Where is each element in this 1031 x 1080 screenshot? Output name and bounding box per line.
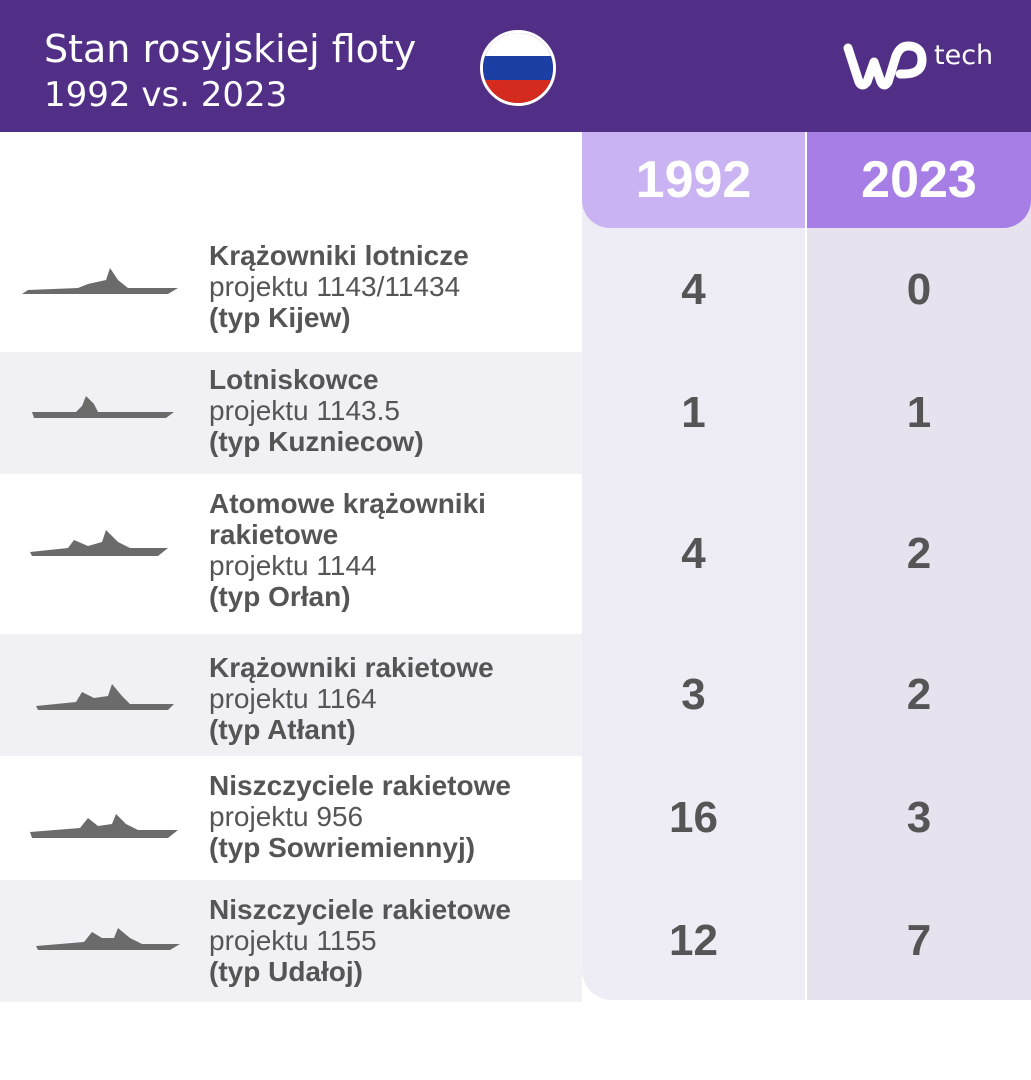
ship-class-name: Niszczyciele rakietowe	[209, 770, 511, 801]
nuclear-cruiser-silhouette-icon	[30, 530, 168, 556]
value-2023: 3	[906, 793, 932, 842]
ship-class-label: Krążowniki rakietowe projektu 1164 (typ At…	[209, 652, 494, 745]
value-1992: 1	[681, 388, 706, 437]
value-2023: 2	[906, 529, 932, 578]
column-1992-background	[582, 132, 805, 1000]
ship-class-label: Niszczyciele rakietowe projektu 956 (typ S…	[209, 770, 511, 863]
aircraft-carrier-silhouette-icon	[32, 396, 174, 418]
ship-class-label: Lotniskowce projektu 1143.5 (typ Kuzniecow…	[209, 364, 424, 457]
table-row: Niszczyciele rakietowe projektu 956 (typ S…	[0, 756, 1031, 880]
missile-cruiser-silhouette-icon	[36, 684, 174, 710]
table-row: Krążowniki rakietowe projektu 1164 (typ At…	[0, 634, 1031, 756]
table-row: Atomowe krążowniki rakietowe projektu 114…	[0, 474, 1031, 634]
ship-project: projektu 1143.5	[209, 395, 400, 426]
ship-type: (typ Kijew)	[209, 302, 351, 333]
ship-class-name: Niszczyciele rakietowe	[209, 894, 511, 925]
value-1992: 12	[669, 916, 718, 965]
value-1992: 4	[681, 265, 706, 314]
value-1992: 4	[681, 529, 706, 578]
ship-class-label: Krążowniki lotnicze projektu 1143/11434 (t…	[209, 240, 469, 333]
page-subtitle: 1992 vs. 2023	[44, 75, 288, 115]
ship-project: projektu 1143/11434	[209, 271, 461, 302]
wp-tech-logo: tech	[842, 38, 994, 94]
page-title: Stan rosyjskiej floty	[44, 27, 417, 71]
ship-project: projektu 1164	[209, 683, 377, 714]
ship-class-name: Lotniskowce	[209, 364, 379, 395]
row-background	[0, 634, 582, 756]
destroyer-silhouette-icon	[36, 928, 180, 950]
ship-type: (typ Kuzniecow)	[209, 426, 424, 457]
ship-class-label: Niszczyciele rakietowe projektu 1155 (typ …	[209, 894, 511, 987]
ship-class-label: Atomowe krążowniki rakietowe projektu 114…	[209, 488, 539, 612]
ship-type: (typ Orłan)	[209, 581, 351, 612]
ship-project: projektu 956	[209, 801, 364, 832]
ship-project: projektu 1144	[209, 550, 377, 581]
russian-flag-icon	[480, 30, 556, 106]
column-2023-background	[807, 132, 1031, 1000]
value-1992: 16	[669, 793, 718, 842]
ship-class-name: Krążowniki lotnicze	[209, 240, 469, 271]
ship-class-name: Atomowe krążowniki rakietowe	[209, 488, 486, 550]
ship-type: (typ Udałoj)	[209, 956, 363, 987]
header-banner: Stan rosyjskiej floty 1992 vs. 2023 tech	[0, 0, 1031, 132]
value-2023: 7	[906, 916, 932, 965]
ship-class-name: Krążowniki rakietowe	[209, 652, 494, 683]
ship-type: (typ Sowriemiennyj)	[209, 832, 476, 863]
value-1992: 3	[681, 670, 706, 719]
aircraft-cruiser-silhouette-icon	[22, 268, 178, 294]
value-2023: 0	[906, 265, 932, 314]
table-row: Krążowniki lotnicze projektu 1143/11434 (t…	[0, 228, 1031, 352]
logo-tech-text: tech	[934, 40, 994, 71]
ship-project: projektu 1155	[209, 925, 377, 956]
ship-type: (typ Atłant)	[209, 714, 356, 745]
column-header-1992: 1992	[582, 132, 805, 228]
value-2023: 1	[906, 388, 932, 437]
value-2023: 2	[906, 670, 932, 719]
table-row: Lotniskowce projektu 1143.5 (typ Kuzniecow…	[0, 352, 1031, 474]
column-header-2023: 2023	[807, 132, 1031, 228]
table-row: Niszczyciele rakietowe projektu 1155 (typ …	[0, 880, 1031, 1002]
destroyer-silhouette-icon	[30, 814, 178, 838]
fleet-table: Krążowniki lotnicze projektu 1143/11434 (t…	[0, 228, 1031, 1002]
wp-logo-icon	[843, 41, 927, 90]
